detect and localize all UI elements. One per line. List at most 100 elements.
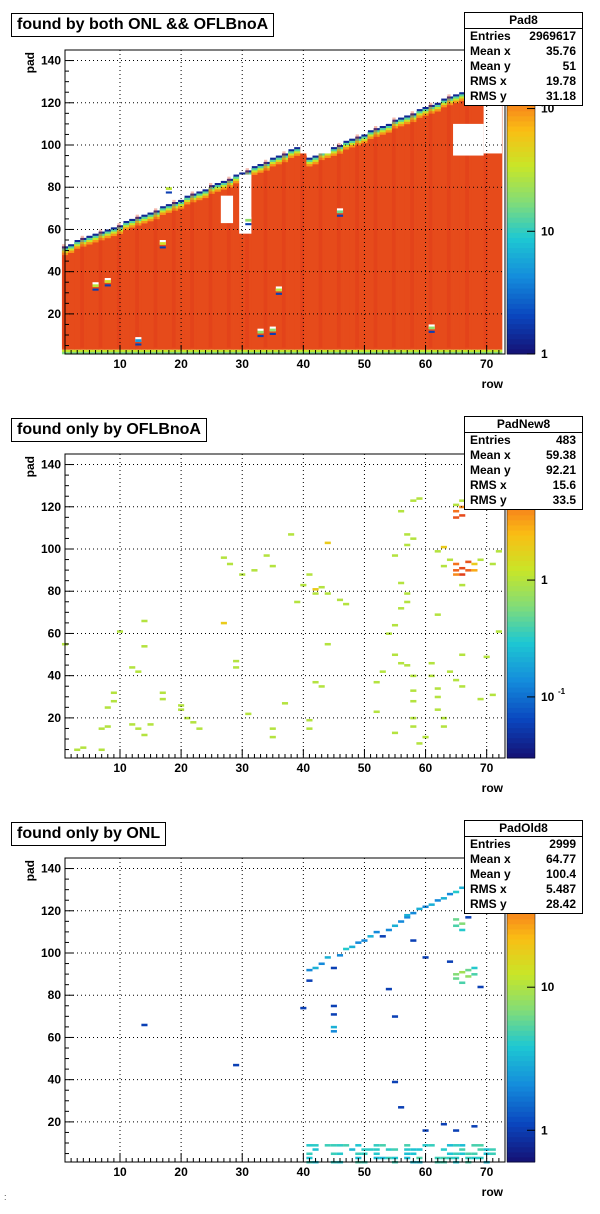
heatmap-edge-cell: [398, 123, 405, 127]
heatmap-edge-cell: [251, 166, 258, 169]
heatmap-edge-cell: [361, 134, 368, 137]
heatmap-edge-cell: [404, 115, 411, 118]
heatmap-cell: [453, 973, 460, 976]
heatmap-edge-cell: [453, 100, 460, 104]
heatmap-edge-cell: [68, 246, 75, 249]
stats-value: 2969617: [529, 29, 576, 43]
heatmap-edge-cell: [123, 221, 130, 224]
heatmap-edge-cell: [178, 202, 185, 205]
heatmap-cell: [373, 1152, 380, 1156]
stats-name: PadNew8: [465, 417, 582, 433]
heatmap-edge-cell: [165, 204, 173, 207]
heatmap-edge-cell: [343, 145, 350, 148]
heatmap-edge-cell: [446, 96, 454, 99]
y-tick-label: 120: [41, 904, 61, 918]
palette-band: [507, 928, 535, 935]
heatmap-empty-area: [190, 50, 197, 192]
palette-band: [507, 994, 535, 1001]
heatmap-edge-cell: [171, 204, 179, 207]
palette-band: [507, 151, 535, 157]
heatmap-cell: [104, 706, 111, 709]
heatmap-cell: [471, 966, 478, 970]
heatmap-cell: [373, 1156, 380, 1160]
heatmap-empty-area: [178, 50, 185, 198]
panel-pad8: 10 20 30 40 50 60 70 row 20 40 60 80 100 120 140 pad 1 10…: [0, 0, 600, 404]
heatmap-empty-area: [263, 50, 271, 160]
heatmap-edge-cell: [245, 172, 252, 175]
heatmap-edge-cell: [141, 218, 148, 222]
heatmap-edge-cell: [306, 164, 313, 167]
heatmap-cell: [391, 731, 399, 735]
heatmap-cell: [391, 623, 399, 627]
heatmap-empty-area: [294, 50, 301, 145]
heatmap-column: [446, 100, 454, 350]
heatmap-edge-cell: [251, 170, 258, 173]
heatmap-cell: [318, 962, 325, 966]
heatmap-empty-area: [245, 50, 252, 169]
heatmap-edge-cell: [275, 161, 283, 165]
y-tick-label: 140: [41, 458, 61, 472]
heatmap-texture: [391, 60, 396, 348]
heatmap-cell: [355, 1152, 362, 1156]
heatmap-cell: [220, 556, 227, 559]
heatmap-cell: [385, 1156, 392, 1160]
stats-label: Mean x: [470, 44, 511, 58]
heatmap-edge-cell: [178, 206, 185, 209]
palette-band: [507, 646, 535, 653]
x-tick-label: 20: [174, 761, 188, 775]
palette-band: [507, 954, 535, 960]
heatmap-column: [459, 96, 466, 350]
palette-band: [507, 262, 535, 269]
heatmap-edge-cell: [367, 130, 375, 133]
heatmap-cell: [459, 685, 466, 688]
x-tick-label: 40: [297, 1165, 311, 1179]
palette-band: [507, 161, 535, 168]
heatmap-edge-cell: [135, 216, 142, 220]
heatmap-cell: [446, 1144, 454, 1147]
heatmap-cell: [129, 666, 136, 669]
x-axis-label: row: [482, 1185, 504, 1199]
heatmap-edge-cell: [318, 153, 326, 156]
heatmap-edge-cell: [367, 136, 375, 139]
heatmap-cell: [428, 326, 435, 330]
heatmap-cell: [465, 916, 472, 919]
grid-lines: [65, 858, 505, 1162]
heatmap-cell: [306, 573, 313, 576]
heatmap-column: [373, 132, 381, 350]
stats-value: 2999: [549, 837, 576, 851]
heatmap-edge-cell: [159, 210, 167, 213]
y-axis: 20 40 60 80 100 120 140 pad: [23, 453, 74, 751]
palette-band: [507, 141, 535, 147]
heatmap-cell: [269, 727, 276, 730]
palette-band: [507, 611, 535, 617]
heatmap-cell: [306, 727, 313, 730]
heatmap-cell: [391, 1156, 399, 1160]
heatmap-edge-cell: [74, 246, 81, 249]
heatmap-texture: [446, 60, 451, 348]
x-tick-label: 10: [113, 357, 127, 371]
heatmap-empty-area: [92, 50, 100, 232]
palette-band: [507, 519, 535, 526]
heatmap-cell: [428, 674, 435, 678]
heatmap-edge-cell: [257, 166, 265, 169]
heatmap-edge-cell: [330, 151, 338, 154]
y-axis-label: pad: [23, 456, 37, 477]
heatmap-cell: [404, 1156, 411, 1160]
heatmap-column: [391, 123, 399, 350]
palette-band: [507, 530, 535, 536]
heatmap-cell: [446, 558, 454, 562]
heatmap-cell: [141, 619, 148, 623]
palette-band: [507, 186, 535, 193]
heatmap-cell: [459, 970, 466, 974]
palette-band: [507, 727, 535, 734]
heatmap-edge-cell: [239, 172, 246, 175]
heatmap-edge-cell: [343, 147, 350, 150]
heatmap-edge-cell: [453, 98, 460, 101]
heatmap-column: [147, 216, 155, 350]
heatmap-edge-cell: [355, 140, 362, 144]
heatmap-cells: [61, 497, 502, 752]
heatmap-cell: [343, 602, 350, 606]
chart-title: found only by OFLBnoA: [11, 418, 207, 442]
heatmap-cell: [385, 987, 392, 991]
x-axis-label: row: [482, 377, 504, 391]
